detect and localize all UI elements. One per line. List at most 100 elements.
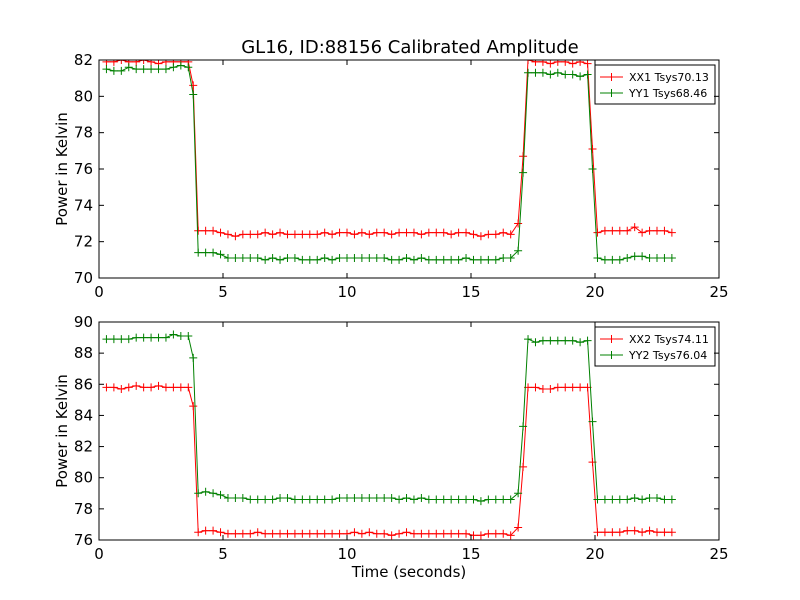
data-point — [469, 230, 478, 239]
data-point — [519, 168, 528, 177]
legend-marker — [607, 351, 616, 359]
data-point — [216, 528, 225, 537]
data-point — [238, 230, 247, 239]
data-point — [313, 529, 322, 538]
data-point — [424, 255, 433, 264]
data-point — [600, 528, 609, 537]
data-point — [246, 529, 255, 538]
data-point — [432, 255, 441, 264]
data-point — [538, 60, 547, 66]
data-point — [645, 254, 654, 263]
data-point — [335, 254, 344, 263]
data-point — [506, 495, 515, 504]
data-point — [365, 528, 374, 537]
data-point — [476, 232, 485, 241]
data-point — [350, 528, 359, 537]
data-point — [343, 254, 351, 263]
data-point — [506, 254, 515, 263]
data-point — [653, 226, 661, 235]
data-point — [553, 68, 562, 77]
y-tick-label: 84 — [74, 406, 93, 424]
data-point — [261, 529, 270, 538]
data-point — [645, 526, 654, 535]
data-point — [298, 230, 307, 239]
data-point — [546, 384, 555, 393]
data-point — [476, 531, 485, 540]
data-point — [568, 70, 577, 79]
data-point — [335, 228, 344, 237]
y-tick-label: 72 — [74, 233, 93, 251]
data-point — [238, 254, 247, 263]
data-point — [109, 66, 118, 75]
data-point — [320, 495, 329, 504]
data-point — [209, 526, 218, 535]
data-point — [660, 495, 669, 504]
data-point — [380, 493, 389, 502]
data-point — [189, 81, 198, 90]
data-point — [161, 383, 170, 392]
data-point — [290, 529, 299, 538]
data-point — [231, 232, 240, 241]
data-point — [499, 495, 508, 504]
data-point — [660, 226, 669, 235]
data-point — [320, 254, 329, 263]
data-point — [538, 336, 547, 345]
data-point — [568, 60, 577, 68]
legend-label-yy1: YY1 Tsys68.46 — [628, 87, 707, 100]
data-point — [514, 489, 523, 498]
data-point — [576, 383, 585, 392]
data-point — [132, 381, 141, 390]
x-tick-label: 5 — [218, 545, 228, 563]
data-point — [593, 254, 602, 263]
data-point — [424, 495, 433, 504]
data-point — [335, 529, 344, 538]
data-point — [194, 528, 203, 537]
data-point — [519, 422, 528, 431]
data-point — [132, 60, 141, 66]
data-point — [600, 255, 609, 264]
data-point — [268, 230, 277, 239]
data-point — [109, 335, 118, 344]
data-point — [402, 493, 411, 502]
data-point — [447, 255, 456, 264]
data-point — [588, 165, 597, 173]
data-point — [201, 248, 210, 257]
data-point — [531, 60, 540, 66]
data-point — [147, 333, 156, 342]
data-point — [593, 528, 602, 537]
data-point — [588, 417, 597, 426]
data-point — [328, 495, 337, 504]
data-point — [117, 335, 126, 344]
data-point — [623, 526, 632, 535]
data-point — [484, 255, 493, 264]
data-point — [216, 228, 225, 237]
y-tick-label: 78 — [74, 500, 93, 518]
data-point — [328, 529, 337, 538]
data-point — [372, 529, 381, 538]
data-point — [328, 230, 337, 239]
x-tick-label: 20 — [585, 283, 604, 301]
data-point — [546, 70, 555, 79]
data-point — [194, 489, 203, 498]
series-xx2 — [102, 381, 676, 540]
data-point — [476, 497, 485, 506]
data-point — [524, 68, 533, 77]
data-point — [623, 495, 632, 504]
data-point — [660, 528, 669, 537]
data-point — [154, 333, 163, 342]
data-point — [638, 495, 647, 504]
data-point — [593, 495, 602, 504]
data-point — [161, 60, 170, 66]
data-point — [283, 529, 292, 538]
data-point — [184, 63, 193, 72]
data-point — [561, 336, 570, 345]
data-point — [343, 228, 351, 237]
data-point — [491, 255, 500, 264]
data-point — [499, 228, 508, 237]
data-point — [561, 60, 570, 66]
data-point — [268, 529, 277, 538]
data-point — [268, 495, 277, 504]
data-point — [320, 228, 329, 237]
data-point — [223, 529, 232, 538]
legend-box — [594, 326, 716, 367]
